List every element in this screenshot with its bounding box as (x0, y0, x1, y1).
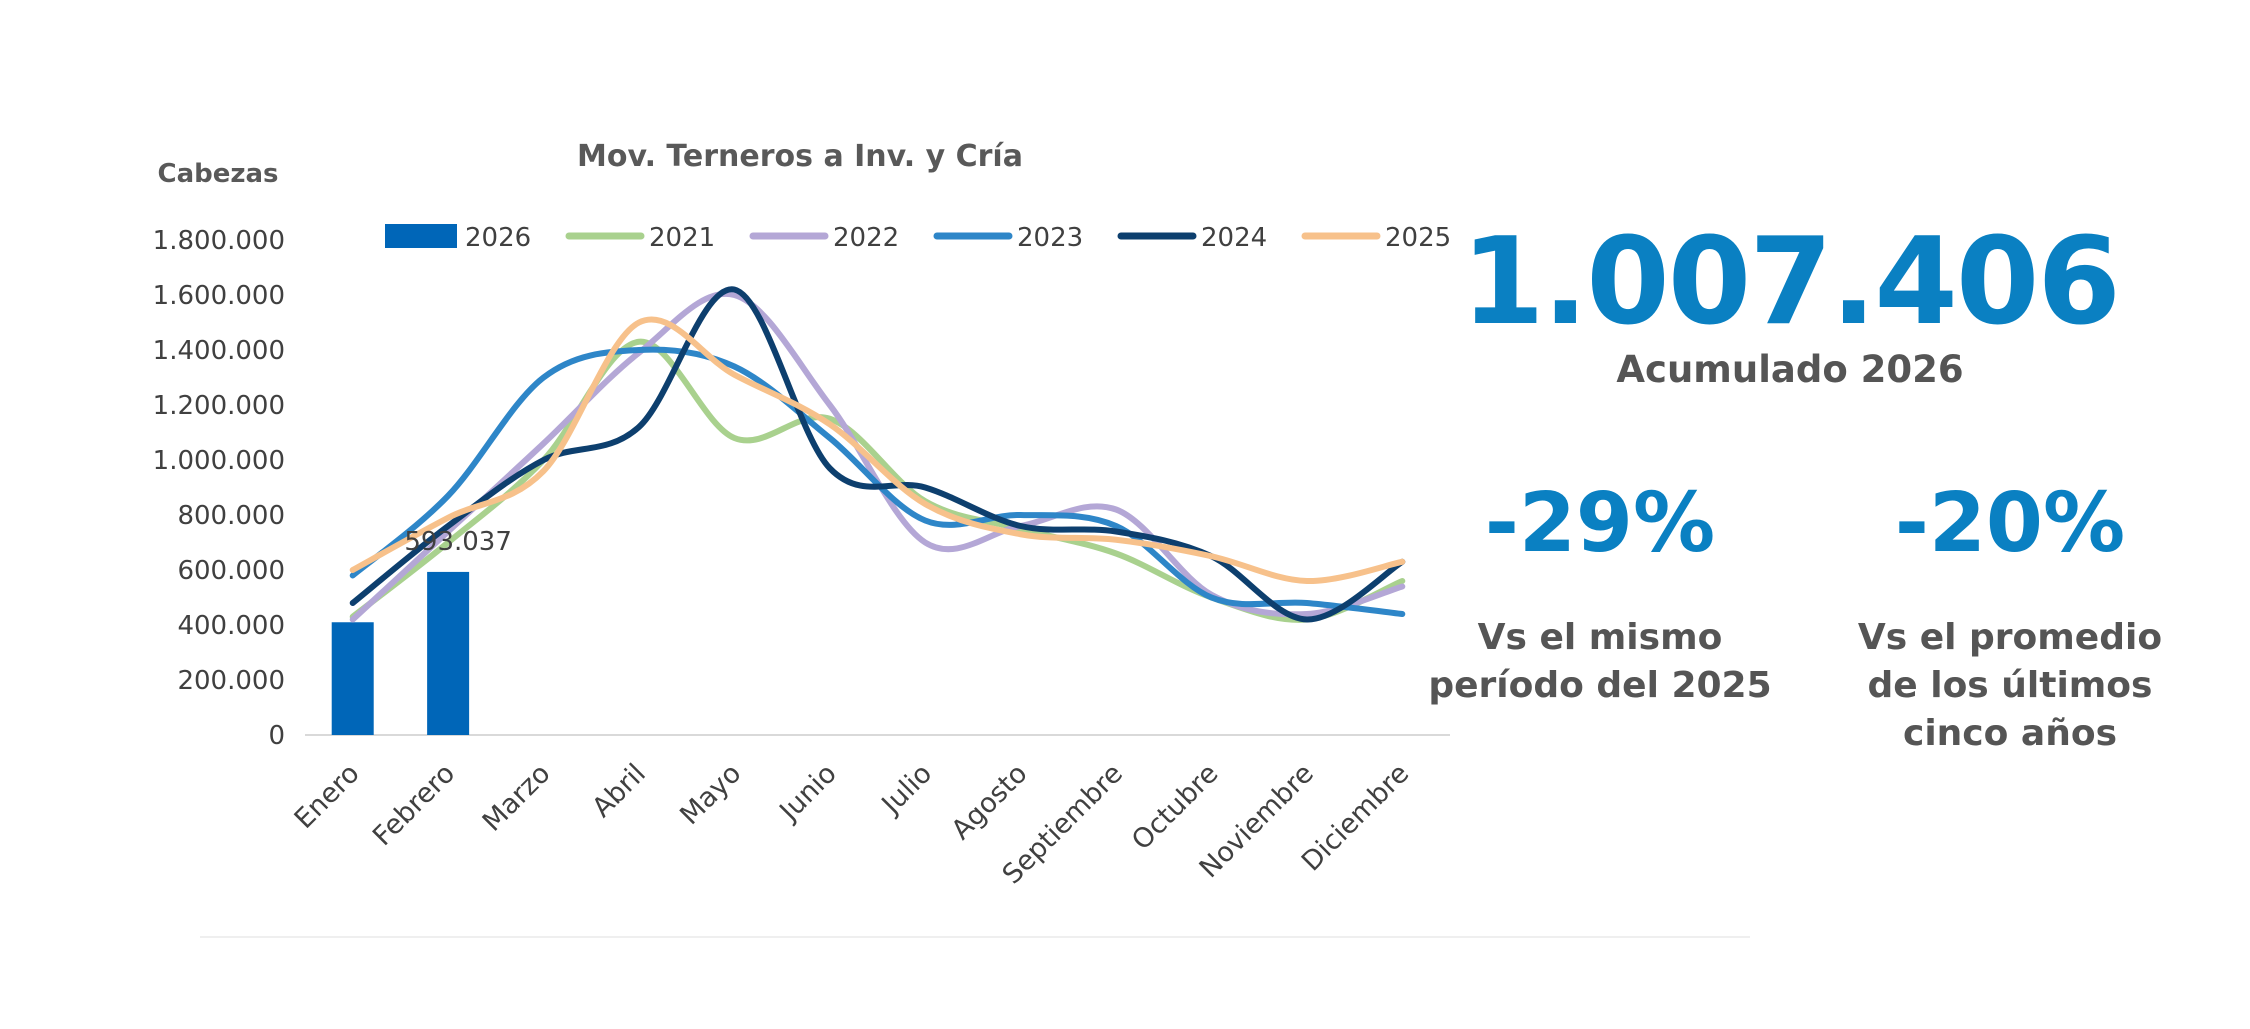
legend-label-2023: 2023 (1017, 223, 1083, 253)
footer-divider (200, 936, 1750, 938)
legend-label-2026: 2026 (465, 223, 531, 253)
y-tick-label: 200.000 (177, 666, 285, 696)
line-2023 (349, 346, 1406, 617)
x-tick-label: Agosto (946, 758, 1034, 846)
accumulated-value: 1.007.406 (1461, 213, 2121, 352)
legend-swatch-2026 (385, 224, 457, 248)
data-label-febrero: 593.037 (404, 527, 512, 557)
y-tick-label: 1.000.000 (153, 446, 285, 476)
vs-average-value: -20% (1894, 476, 2126, 571)
y-tick-label: 1.200.000 (153, 391, 285, 421)
x-tick-label: Junio (773, 758, 843, 828)
y-axis: 0 200.000 400.000 600.000 800.000 1.000.000 1.… (153, 226, 1450, 751)
y-tick-label: 1.800.000 (153, 226, 285, 256)
kpi-vs-five-year-average: -20% Vs el promedio de los últimos cinco… (1790, 476, 2230, 758)
y-tick-label: 400.000 (177, 611, 285, 641)
vs-average-label: Vs el promedio de los últimos cinco años (1790, 614, 2230, 758)
x-tick-label: Abril (586, 758, 652, 824)
legend-label-2025: 2025 (1385, 223, 1451, 253)
calves-movement-chart: Mov. Terneros a Inv. y Cría Cabezas 2026… (153, 139, 1452, 890)
x-tick-label: Enero (289, 758, 366, 835)
legend-label-2024: 2024 (1201, 223, 1267, 253)
x-tick-label: Julio (875, 758, 938, 821)
line-2025 (349, 316, 1406, 585)
vs-average-label-line3: cinco años (1903, 713, 2117, 754)
vs-previous-label-line1: Vs el mismo (1477, 617, 1723, 658)
y-axis-label: Cabezas (157, 159, 278, 189)
vs-average-label-line1: Vs el promedio (1857, 617, 2163, 658)
y-tick-label: 800.000 (177, 501, 285, 531)
chart-legend: 2026 2021 2022 2023 2024 2025 (385, 223, 1451, 253)
bar-enero (331, 622, 374, 735)
x-tick-label: Mayo (674, 758, 747, 831)
vs-previous-label-line2: período del 2025 (1428, 665, 1772, 706)
y-tick-label: 600.000 (177, 556, 285, 586)
legend-label-2021: 2021 (649, 223, 715, 253)
bar-febrero (427, 571, 470, 735)
chart-title: Mov. Terneros a Inv. y Cría (577, 139, 1023, 174)
kpi-vs-previous-year: -29% Vs el mismo período del 2025 (1380, 476, 1820, 710)
y-tick-label: 0 (268, 721, 285, 751)
x-axis: Enero Febrero Marzo Abril Mayo Junio Julio Agos… (289, 758, 1416, 890)
legend-label-2022: 2022 (833, 223, 899, 253)
x-tick-label: Marzo (477, 758, 557, 838)
accumulated-label: Acumulado 2026 (1616, 348, 1964, 391)
x-tick-label: Febrero (367, 758, 461, 852)
y-tick-label: 1.600.000 (153, 281, 285, 311)
bar-series (331, 571, 470, 735)
vs-average-label-line2: de los últimos (1867, 665, 2153, 706)
x-tick-label: Octubre (1126, 758, 1224, 856)
y-tick-label: 1.400.000 (153, 336, 285, 366)
line-series (349, 286, 1406, 623)
vs-previous-value: -29% (1484, 476, 1716, 571)
vs-previous-label: Vs el mismo período del 2025 (1380, 614, 1820, 710)
kpi-accumulated: 1.007.406 Acumulado 2026 (1440, 218, 2140, 392)
